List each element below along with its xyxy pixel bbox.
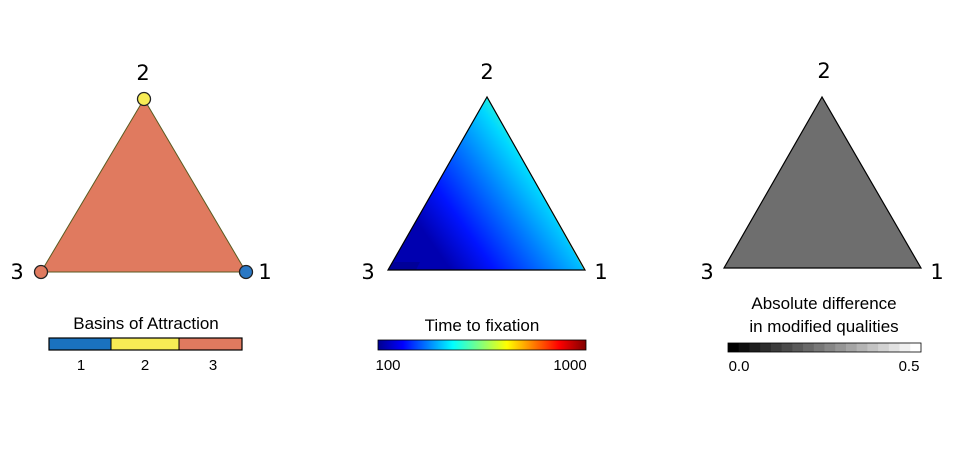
difference-colorbar-step — [899, 343, 911, 352]
vertex-2-point — [136, 91, 152, 107]
vertex-1-point — [238, 264, 254, 280]
vertex-label-right: 1 — [594, 260, 607, 284]
difference-colorbar-step — [813, 343, 825, 352]
vertex-label-left: 3 — [10, 260, 23, 284]
vertex-label-left: 3 — [361, 260, 374, 284]
basins-colorbar-label-3: 3 — [209, 357, 217, 374]
basins-colorbar-label-2: 2 — [141, 357, 149, 374]
difference-colorbar-title-line2: in modified qualities — [749, 317, 898, 336]
difference-colorbar-step — [845, 343, 858, 352]
difference-colorbar-step — [792, 343, 804, 352]
fixation-colorbar-max: 1000 — [553, 357, 586, 374]
vertex-label-right: 1 — [258, 260, 271, 284]
basins-colorbar-segment-3 — [179, 338, 242, 350]
difference-colorbar-step — [878, 343, 890, 352]
difference-colorbar-step — [770, 343, 783, 352]
fixation-heatmap — [388, 97, 585, 270]
difference-colorbar-step — [835, 343, 847, 352]
vertex-label-top: 2 — [480, 60, 493, 84]
vertex-label-left: 3 — [700, 260, 713, 284]
basins-simplex — [40, 98, 247, 273]
basins-colorbar-label-1: 1 — [77, 357, 85, 374]
basins-colorbar-title: Basins of Attraction — [73, 314, 219, 333]
difference-colorbar-step — [781, 343, 793, 352]
basins-colorbar-segment-1 — [49, 338, 111, 350]
difference-colorbar-min: 0.0 — [729, 358, 750, 375]
difference-colorbar-step — [728, 343, 740, 352]
difference-colorbar-step — [910, 343, 922, 352]
difference-simplex — [722, 95, 923, 269]
difference-colorbar-title-line1: Absolute difference — [751, 294, 896, 313]
vertex-label-top: 2 — [136, 61, 149, 85]
fixation-simplex-outline — [386, 95, 587, 271]
difference-colorbar-step — [803, 343, 815, 352]
vertex-label-top: 2 — [817, 59, 830, 83]
difference-colorbar-step — [760, 343, 772, 352]
difference-colorbar-step — [867, 343, 879, 352]
difference-panel: 2 3 1 Absolute difference in modified qu… — [700, 59, 943, 375]
difference-colorbar-step — [749, 343, 761, 352]
difference-colorbar — [728, 343, 922, 352]
vertex-label-right: 1 — [930, 260, 943, 284]
fixation-colorbar — [377, 339, 587, 351]
vertex-3-point — [33, 264, 49, 280]
basins-colorbar-segment-2 — [111, 338, 179, 350]
difference-colorbar-step — [824, 343, 836, 352]
basins-colorbar — [48, 337, 243, 351]
difference-colorbar-max: 0.5 — [899, 358, 920, 375]
difference-colorbar-step — [856, 343, 868, 352]
fixation-panel: 2 3 1 Time to fixation 100 1000 — [361, 60, 607, 374]
basins-panel: 2 3 1 Basins of Attraction 1 2 3 — [10, 61, 271, 374]
difference-colorbar-step — [738, 343, 750, 352]
difference-colorbar-step — [888, 343, 900, 352]
fixation-colorbar-min: 100 — [375, 357, 400, 374]
fixation-colorbar-title: Time to fixation — [425, 316, 540, 335]
